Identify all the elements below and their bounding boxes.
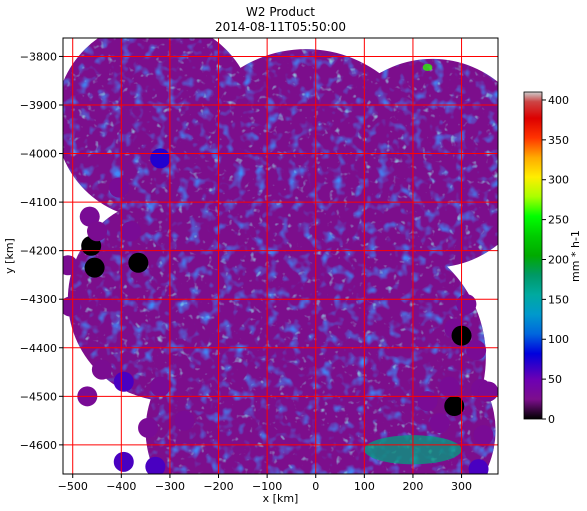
y-axis-label: y [km] bbox=[3, 238, 16, 274]
radar-marker bbox=[87, 221, 108, 242]
x-tick-label: −300 bbox=[155, 480, 185, 493]
high-rain-area-north-east bbox=[422, 63, 433, 72]
y-tick-label: −4100 bbox=[20, 196, 57, 209]
y-tick-label: −3800 bbox=[20, 50, 57, 63]
y-tick-label: −4300 bbox=[20, 293, 57, 306]
colorbar-tick-label: 200 bbox=[548, 253, 569, 266]
radar-marker bbox=[174, 410, 195, 431]
y-tick-label: −4200 bbox=[20, 245, 57, 258]
x-tick-label: −100 bbox=[252, 480, 282, 493]
radar-marker bbox=[113, 451, 134, 472]
radar-marker bbox=[128, 252, 149, 273]
radar-marker bbox=[417, 391, 438, 412]
colorbar-ticks: 0 50 100 150 200 250 300 350 400 bbox=[542, 94, 569, 426]
radar-marker bbox=[91, 359, 112, 380]
x-tick-label: 200 bbox=[402, 480, 423, 493]
radar-marker bbox=[456, 294, 477, 315]
colorbar-tick-label: 350 bbox=[548, 134, 569, 147]
colorbar-tick-label: 50 bbox=[548, 373, 562, 386]
radar-marker bbox=[439, 376, 460, 397]
radar-marker bbox=[108, 177, 129, 198]
y-tick-label: −3900 bbox=[20, 99, 57, 112]
radar-marker bbox=[468, 459, 489, 474]
x-tick-label: 100 bbox=[354, 480, 375, 493]
chart-title: W2 Product bbox=[246, 5, 315, 19]
x-tick-label: 300 bbox=[451, 480, 472, 493]
colorbar-label: mm * h-1 bbox=[569, 230, 582, 282]
radar-marker bbox=[150, 376, 171, 397]
radar-marker bbox=[145, 456, 166, 474]
radar-marker bbox=[473, 425, 494, 446]
y-tick-label: −4500 bbox=[20, 390, 57, 403]
radar-marker bbox=[138, 417, 159, 438]
grid-lines bbox=[63, 38, 498, 474]
radar-marker bbox=[150, 148, 171, 169]
x-tick-label: 0 bbox=[312, 480, 319, 493]
colorbar-tick-label: 250 bbox=[548, 214, 569, 227]
chart-subtitle: 2014-08-11T05:50:00 bbox=[215, 20, 346, 34]
radar-marker bbox=[444, 396, 465, 417]
x-tick-label: −500 bbox=[58, 480, 88, 493]
radar-marker bbox=[429, 413, 450, 434]
radar-marker bbox=[478, 381, 498, 402]
colorbar-gradient bbox=[523, 91, 543, 420]
radar-marker bbox=[63, 255, 78, 276]
plot-frame bbox=[62, 37, 499, 475]
radar-marker bbox=[466, 340, 487, 361]
y-tick-label: −4000 bbox=[20, 148, 57, 161]
radar-marker bbox=[63, 296, 81, 317]
colorbar-tick-label: 150 bbox=[548, 293, 569, 306]
x-tick-label: −400 bbox=[106, 480, 136, 493]
radar-marker bbox=[113, 371, 134, 392]
radar-marker bbox=[121, 221, 142, 242]
colorbar-tick-label: 300 bbox=[548, 174, 569, 187]
colorbar-tick-label: 100 bbox=[548, 333, 569, 346]
y-tick-label: −4400 bbox=[20, 342, 57, 355]
x-axis-label: x [km] bbox=[263, 492, 299, 505]
x-axis-ticks: −500 −400 −300 −200 −100 0 100 200 300 bbox=[58, 474, 472, 493]
colorbar-tick-label: 400 bbox=[548, 94, 569, 107]
colorbar: 0 50 100 150 200 250 300 350 400 mm * h-1 bbox=[523, 91, 582, 426]
y-tick-label: −4600 bbox=[20, 439, 57, 452]
y-axis-ticks: −3800 −3900 −4000 −4100 −4200 −4300 −4400 −4500… bbox=[20, 50, 63, 452]
colorbar-tick-label: 0 bbox=[548, 413, 555, 426]
plot-area bbox=[63, 38, 498, 474]
x-tick-label: −200 bbox=[203, 480, 233, 493]
radar-marker bbox=[84, 257, 105, 278]
